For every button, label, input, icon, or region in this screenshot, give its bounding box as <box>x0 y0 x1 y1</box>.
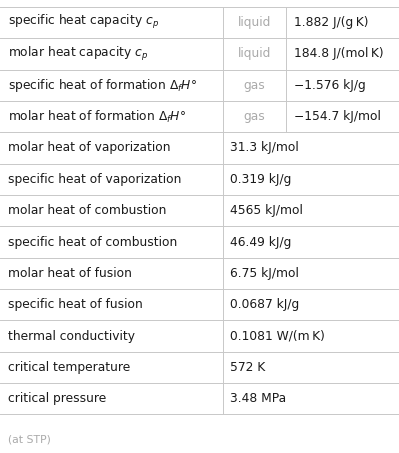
Text: 0.319 kJ/g: 0.319 kJ/g <box>230 173 291 186</box>
Text: 1.882 J/(g K): 1.882 J/(g K) <box>294 16 368 29</box>
Text: 184.8 J/(mol K): 184.8 J/(mol K) <box>294 47 383 60</box>
Text: gas: gas <box>244 79 265 92</box>
Text: specific heat of combustion: specific heat of combustion <box>8 236 177 249</box>
Text: specific heat of formation $\Delta_f H°$: specific heat of formation $\Delta_f H°$ <box>8 77 197 94</box>
Text: specific heat capacity $c_p$: specific heat capacity $c_p$ <box>8 14 159 31</box>
Text: (at STP): (at STP) <box>8 434 51 444</box>
Text: critical temperature: critical temperature <box>8 361 130 374</box>
Text: molar heat of formation $\Delta_f H°$: molar heat of formation $\Delta_f H°$ <box>8 109 186 125</box>
Text: −154.7 kJ/mol: −154.7 kJ/mol <box>294 110 381 123</box>
Text: molar heat of vaporization: molar heat of vaporization <box>8 141 170 154</box>
Text: molar heat capacity $c_p$: molar heat capacity $c_p$ <box>8 45 148 63</box>
Text: 6.75 kJ/mol: 6.75 kJ/mol <box>230 267 299 280</box>
Text: specific heat of vaporization: specific heat of vaporization <box>8 173 182 186</box>
Text: critical pressure: critical pressure <box>8 392 106 405</box>
Text: molar heat of combustion: molar heat of combustion <box>8 204 166 217</box>
Text: 31.3 kJ/mol: 31.3 kJ/mol <box>230 141 298 154</box>
Text: molar heat of fusion: molar heat of fusion <box>8 267 132 280</box>
Text: 46.49 kJ/g: 46.49 kJ/g <box>230 236 291 249</box>
Text: 4565 kJ/mol: 4565 kJ/mol <box>230 204 303 217</box>
Text: thermal conductivity: thermal conductivity <box>8 330 135 342</box>
Text: −1.576 kJ/g: −1.576 kJ/g <box>294 79 365 92</box>
Text: liquid: liquid <box>238 16 271 29</box>
Text: 572 K: 572 K <box>230 361 265 374</box>
Text: 0.1081 W/(m K): 0.1081 W/(m K) <box>230 330 325 342</box>
Text: specific heat of fusion: specific heat of fusion <box>8 298 143 311</box>
Text: 0.0687 kJ/g: 0.0687 kJ/g <box>230 298 299 311</box>
Text: gas: gas <box>244 110 265 123</box>
Text: 3.48 MPa: 3.48 MPa <box>230 392 286 405</box>
Text: liquid: liquid <box>238 47 271 60</box>
